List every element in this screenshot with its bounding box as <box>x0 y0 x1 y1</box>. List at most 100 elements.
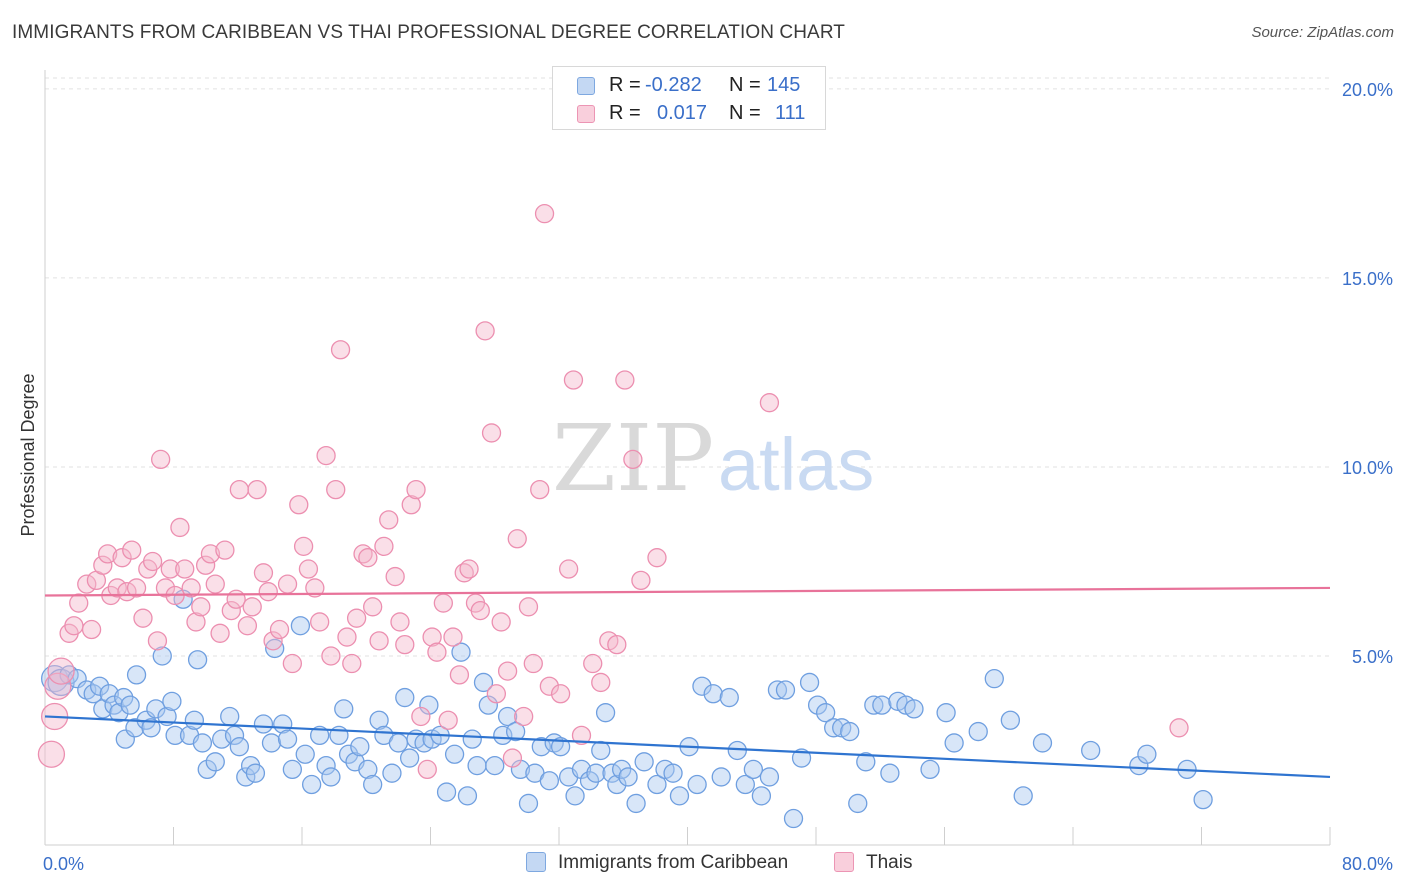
point-caribbean <box>936 703 956 723</box>
point-caribbean <box>125 718 145 738</box>
point-caribbean <box>669 786 690 806</box>
point-thais <box>523 653 543 674</box>
point-thais <box>175 559 195 579</box>
point-thais <box>47 657 75 685</box>
point-caribbean <box>451 642 471 662</box>
point-thais <box>122 540 142 560</box>
point-caribbean <box>607 774 627 795</box>
point-caribbean <box>363 774 383 795</box>
point-caribbean <box>89 676 110 696</box>
point-thais <box>514 706 534 727</box>
point-caribbean <box>485 755 505 776</box>
point-thais <box>443 627 463 647</box>
point-caribbean <box>462 729 482 749</box>
point-thais <box>253 563 274 583</box>
point-caribbean <box>864 695 884 715</box>
point-thais <box>226 589 246 609</box>
point-caribbean <box>109 703 129 723</box>
point-caribbean <box>505 721 526 742</box>
point-thais <box>374 536 394 556</box>
point-caribbean <box>310 725 330 746</box>
point-thais <box>406 479 426 500</box>
point-thais <box>583 653 603 674</box>
point-caribbean <box>467 755 487 776</box>
point-thais <box>81 619 102 640</box>
point-thais <box>427 642 447 662</box>
point-thais <box>385 566 405 587</box>
point-caribbean <box>316 755 336 776</box>
n-value: 111 <box>775 102 806 124</box>
point-caribbean <box>1032 733 1053 753</box>
point-thais <box>342 653 362 674</box>
point-caribbean <box>1081 740 1101 761</box>
point-thais <box>497 661 518 681</box>
point-caribbean <box>497 706 518 727</box>
point-thais <box>623 449 643 470</box>
point-thais <box>263 631 283 651</box>
point-thais <box>316 445 336 466</box>
point-thais <box>37 740 66 768</box>
point-caribbean <box>586 763 606 783</box>
point-caribbean <box>591 740 611 761</box>
point-caribbean <box>358 759 378 780</box>
point-caribbean <box>626 793 646 814</box>
point-caribbean <box>277 729 298 749</box>
point-thais <box>200 544 221 564</box>
point-thais <box>631 570 651 591</box>
point-caribbean <box>301 774 322 795</box>
point-caribbean <box>759 767 780 787</box>
y-tick-label: 15.0% <box>1342 269 1393 289</box>
point-thais <box>150 449 171 470</box>
point-caribbean <box>388 733 409 753</box>
point-caribbean <box>1193 789 1213 810</box>
source-label: Source: ZipAtlas.com <box>1251 24 1394 41</box>
point-thais <box>326 479 346 500</box>
point-thais <box>395 634 415 655</box>
point-caribbean <box>245 763 266 783</box>
point-caribbean <box>1000 710 1021 730</box>
point-thais <box>221 600 241 621</box>
n-label: N = <box>729 102 761 124</box>
point-caribbean <box>727 740 747 761</box>
point-caribbean <box>419 695 439 715</box>
point-caribbean <box>1137 744 1157 764</box>
y-axis-label: Professional Degree <box>18 373 38 536</box>
point-thais <box>186 612 206 632</box>
point-thais <box>205 574 225 594</box>
trend-line-caribbean <box>44 715 1331 779</box>
point-caribbean <box>399 748 420 768</box>
point-thais <box>411 706 431 727</box>
point-caribbean <box>579 771 600 791</box>
point-caribbean <box>880 763 900 783</box>
point-thais <box>277 574 298 594</box>
point-caribbean <box>236 767 256 787</box>
point-thais <box>470 600 490 621</box>
point-caribbean <box>350 737 370 757</box>
point-thais <box>518 597 539 617</box>
point-caribbean <box>290 616 311 636</box>
point-caribbean <box>126 665 147 685</box>
point-thais <box>142 551 163 572</box>
point-thais <box>170 517 190 538</box>
point-caribbean <box>618 767 638 787</box>
point-thais <box>237 616 258 636</box>
trend-line-thais <box>44 586 1331 597</box>
point-caribbean <box>457 786 478 806</box>
legend-label-thais: Thais <box>866 852 913 873</box>
point-thais <box>160 559 180 579</box>
point-caribbean <box>571 759 592 780</box>
point-thais <box>305 578 325 598</box>
correlation-legend: R = -0.282 N = 145 R = 0.017 N = 111 <box>552 66 826 130</box>
point-caribbean <box>478 695 498 715</box>
point-caribbean <box>872 695 892 715</box>
point-thais <box>112 548 132 568</box>
point-caribbean <box>663 763 683 783</box>
point-caribbean <box>602 763 622 783</box>
point-thais <box>647 548 667 568</box>
axes <box>44 70 1331 846</box>
point-caribbean <box>444 744 465 764</box>
point-caribbean <box>824 718 844 738</box>
point-thais <box>615 370 635 390</box>
legend-swatch-caribbean <box>526 852 546 872</box>
